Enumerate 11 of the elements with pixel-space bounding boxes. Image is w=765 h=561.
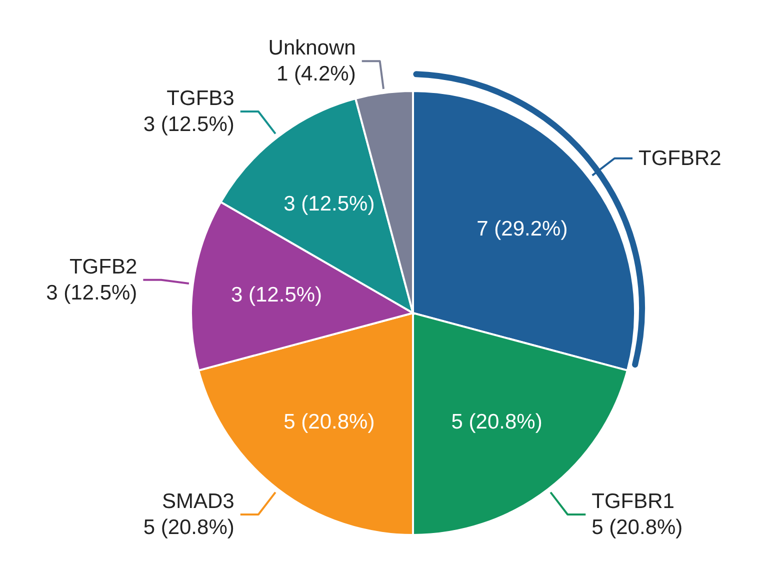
slice-label: TGFB2 3 (12.5%) [46, 255, 138, 304]
slice-label: Unknown 1 (4.2%) [268, 36, 356, 86]
data-label: 5 (20.8%) [451, 410, 542, 434]
slice-label: SMAD3 5 (20.8%) [143, 490, 234, 540]
data-label: 3 (12.5%) [284, 192, 375, 216]
slice-label: TGFBR2 [638, 146, 722, 170]
slice-label: TGFB3 3 (12.5%) [143, 86, 234, 136]
data-label: 5 (20.8%) [284, 410, 375, 434]
slice-label: TGFBR1 5 (20.8%) [592, 490, 683, 540]
data-label: 3 (12.5%) [231, 284, 322, 307]
data-label: 7 (29.2%) [476, 218, 568, 241]
